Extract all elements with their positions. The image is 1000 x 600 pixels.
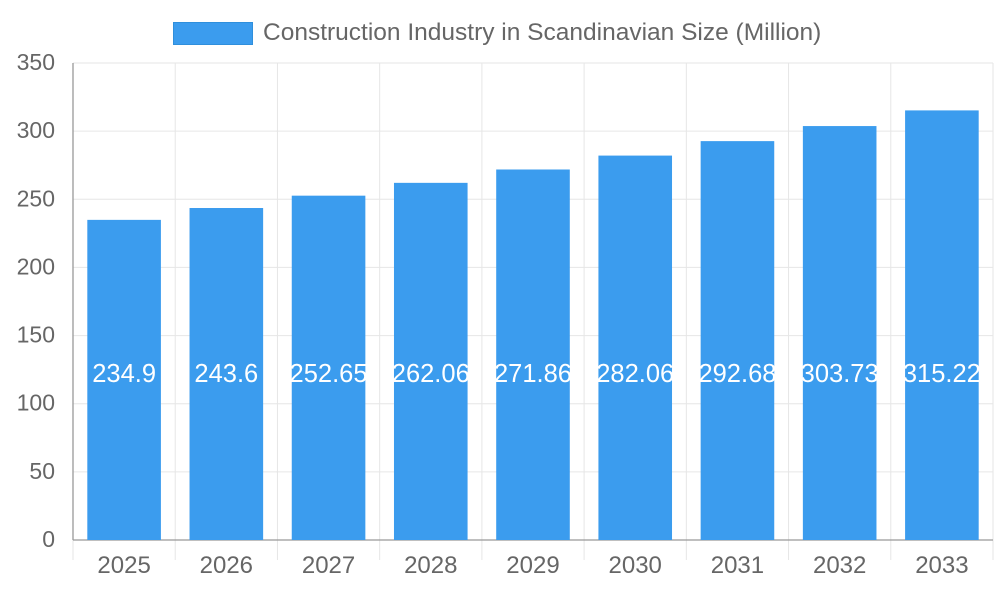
- svg-text:2028: 2028: [404, 552, 457, 579]
- svg-text:2033: 2033: [915, 552, 968, 579]
- svg-text:200: 200: [17, 253, 55, 279]
- svg-text:262.06: 262.06: [392, 360, 470, 388]
- svg-text:50: 50: [29, 458, 55, 484]
- svg-text:150: 150: [17, 322, 55, 348]
- svg-text:100: 100: [17, 390, 55, 416]
- svg-text:303.73: 303.73: [801, 360, 879, 388]
- svg-text:2031: 2031: [711, 552, 764, 579]
- svg-text:2026: 2026: [200, 552, 253, 579]
- svg-text:2027: 2027: [302, 552, 355, 579]
- svg-text:2030: 2030: [609, 552, 662, 579]
- svg-text:252.65: 252.65: [290, 360, 368, 388]
- svg-text:243.6: 243.6: [194, 360, 258, 388]
- svg-text:350: 350: [17, 49, 55, 75]
- svg-text:0: 0: [42, 526, 55, 552]
- svg-text:250: 250: [17, 185, 55, 211]
- svg-text:271.86: 271.86: [494, 360, 572, 388]
- svg-text:2025: 2025: [97, 552, 150, 579]
- svg-text:300: 300: [17, 117, 55, 143]
- svg-text:315.22: 315.22: [903, 360, 981, 388]
- svg-text:234.9: 234.9: [92, 360, 156, 388]
- svg-text:2032: 2032: [813, 552, 866, 579]
- svg-text:282.06: 282.06: [596, 360, 674, 388]
- svg-text:292.68: 292.68: [698, 360, 776, 388]
- svg-text:2029: 2029: [506, 552, 559, 579]
